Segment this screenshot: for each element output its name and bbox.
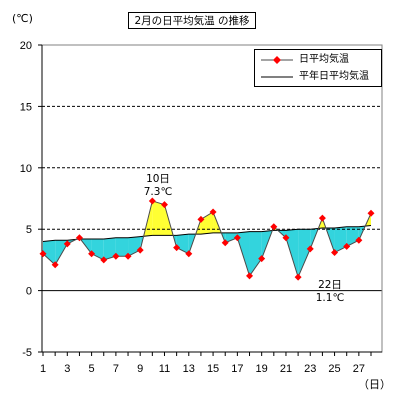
- daily-mean-marker-day-16: [221, 239, 229, 247]
- y-tick-label-20: 20: [20, 40, 32, 52]
- legend: 日平均気温 平年日平均気温: [254, 49, 382, 87]
- x-tick-label-1: 1: [40, 363, 46, 375]
- daily-mean-marker-day-12: [173, 244, 181, 252]
- below-normal-fill-18-0: [249, 231, 262, 276]
- daily-mean-marker-day-7: [112, 252, 120, 260]
- x-tick-label-27: 27: [353, 363, 365, 375]
- daily-mean-marker-day-23: [306, 245, 314, 253]
- x-tick-label-9: 9: [137, 363, 143, 375]
- below-normal-fill-21-0: [285, 229, 299, 278]
- daily-mean-marker-day-17: [233, 234, 241, 242]
- y-tick-label-0: 0: [26, 286, 32, 298]
- daily-mean-marker-day-13: [185, 250, 193, 258]
- legend-item-normal: 平年日平均気温: [255, 70, 381, 84]
- series-line-layer: [42, 200, 372, 279]
- y-tick-label-15: 15: [20, 101, 32, 113]
- daily-mean-marker-day-11: [160, 201, 168, 209]
- x-axis-unit-label: （日）: [358, 378, 391, 391]
- daily-mean-marker-day-14: [197, 215, 205, 223]
- legend-line-normal: [261, 76, 293, 78]
- daily-mean-marker-day-8: [124, 252, 132, 260]
- x-tick-label-17: 17: [231, 363, 243, 375]
- daily-mean-marker-day-19: [258, 255, 266, 263]
- x-tick-label-15: 15: [207, 363, 219, 375]
- legend-marker-daily-mean: [261, 56, 293, 64]
- y-tick-label-10: 10: [20, 163, 32, 175]
- grid-layer: [42, 105, 382, 292]
- daily-mean-marker-day-26: [343, 242, 351, 250]
- plot-area-frame: [41, 44, 383, 353]
- daily-mean-marker-day-6: [100, 256, 108, 264]
- y-axis-unit-label: (℃): [12, 12, 33, 25]
- daily-mean-line: [42, 200, 372, 279]
- daily-mean-marker-day-27: [355, 236, 363, 244]
- annotation-day10: 10日 7.3℃: [140, 171, 176, 198]
- daily-mean-marker-day-24: [318, 214, 326, 222]
- below-normal-fill-5-0: [91, 239, 104, 260]
- daily-mean-marker-day-22: [294, 273, 302, 281]
- x-tick-label-11: 11: [159, 363, 170, 375]
- daily-mean-marker-day-10: [148, 197, 156, 205]
- daily-mean-marker-day-15: [209, 208, 217, 216]
- x-tick-label-23: 23: [304, 363, 316, 375]
- below-normal-fill-6-0: [103, 237, 116, 260]
- x-tick-label-25: 25: [328, 363, 340, 375]
- daily-mean-marker-day-3: [63, 240, 71, 248]
- daily-mean-marker-day-18: [246, 272, 254, 280]
- below-normal-fill-7-0: [115, 237, 129, 257]
- annotation-day22-value: 1.1℃: [315, 292, 345, 304]
- below-normal-fill-22-0: [298, 229, 311, 278]
- x-tick-label-7: 7: [113, 363, 119, 375]
- legend-label-daily-mean: 日平均気温: [299, 54, 349, 65]
- chart-title: 2月の日平均気温 の推移: [128, 12, 256, 29]
- below-normal-fill-1-0: [43, 240, 56, 265]
- daily-mean-marker-day-9: [136, 246, 144, 254]
- legend-label-normal: 平年日平均気温: [299, 71, 369, 82]
- below-normal-fill-16-0: [225, 232, 238, 243]
- below-normal-fill-25-0: [334, 226, 347, 253]
- x-tick-label-19: 19: [256, 363, 268, 375]
- x-tick-label-5: 5: [89, 363, 95, 375]
- above-normal-fill-14-0: [200, 212, 214, 235]
- normal-temperature-line: [42, 225, 372, 242]
- daily-mean-marker-day-28: [367, 209, 375, 217]
- above-normal-fill-10-0: [152, 200, 165, 236]
- x-tick-label-3: 3: [64, 363, 70, 375]
- legend-item-daily-mean: 日平均気温: [255, 53, 381, 67]
- annotation-day10-date: 10日: [146, 173, 170, 185]
- daily-mean-marker-day-21: [282, 234, 290, 242]
- y-tick-label--5: -5: [22, 347, 32, 359]
- axes-layer: [38, 44, 383, 356]
- y-tick-label-5: 5: [26, 224, 32, 236]
- daily-mean-marker-day-25: [331, 249, 339, 257]
- annotation-day22: 22日 1.1℃: [312, 277, 348, 304]
- daily-mean-marker-day-4: [75, 234, 83, 242]
- annotation-day10-value: 7.3℃: [143, 186, 173, 198]
- annotation-day22-date: 22日: [318, 279, 342, 291]
- daily-mean-marker-day-5: [88, 250, 96, 258]
- marker-layer: [39, 197, 375, 281]
- daily-mean-marker-day-20: [270, 223, 278, 231]
- x-tick-label-13: 13: [183, 363, 195, 375]
- x-tick-label-21: 21: [280, 363, 292, 375]
- daily-mean-marker-day-2: [51, 261, 59, 269]
- daily-mean-marker-day-1: [39, 250, 47, 258]
